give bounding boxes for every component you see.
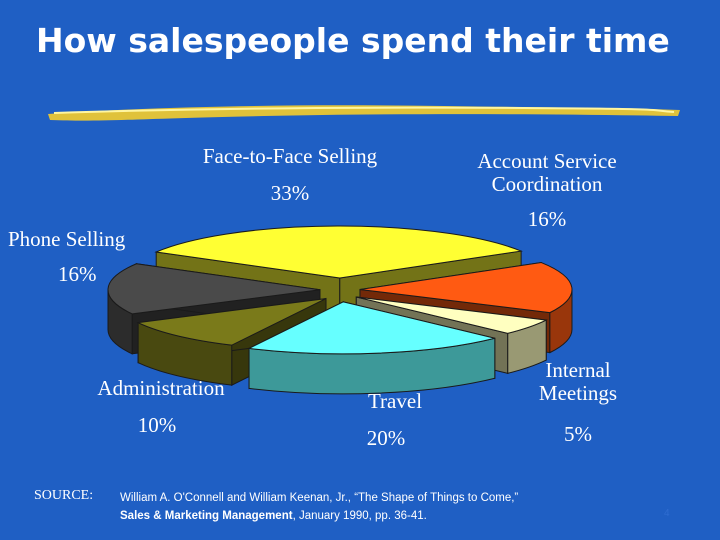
slice-value-travel: 20% bbox=[366, 426, 406, 450]
slice-value-account-service: 16% bbox=[527, 207, 567, 231]
page-number: 4 bbox=[664, 508, 670, 519]
source-citation: William A. O'Connell and William Keenan,… bbox=[120, 489, 640, 525]
source-label: SOURCE: bbox=[34, 488, 94, 503]
source-publication: Sales & Marketing Management bbox=[120, 510, 293, 522]
slice-label-account-service: Account Service Coordination bbox=[477, 149, 617, 196]
slice-value-administration: 10% bbox=[137, 413, 177, 437]
label-administration: Administration 10% bbox=[76, 377, 246, 437]
slice-value-internal-meetings: 5% bbox=[564, 422, 592, 446]
label-phone-selling: Phone Selling 16% bbox=[8, 228, 168, 286]
slice-value-face-to-face: 33% bbox=[270, 181, 310, 205]
label-account-service: Account Service Coordination 16% bbox=[462, 150, 632, 231]
slice-top-face bbox=[107, 263, 321, 315]
source-line-1: William A. O'Connell and William Keenan,… bbox=[120, 492, 519, 504]
source-line-2: Sales & Marketing Management, January 19… bbox=[120, 507, 640, 525]
slice-top-face bbox=[154, 225, 524, 279]
slice-label-travel: Travel bbox=[367, 389, 423, 413]
slice-label-face-to-face: Face-to-Face Selling bbox=[202, 144, 378, 168]
title-underline-brushstroke bbox=[48, 105, 680, 121]
slice-label-administration: Administration bbox=[97, 376, 225, 400]
source-details: , January 1990, pp. 36-41. bbox=[292, 510, 427, 522]
slice-label-phone-selling: Phone Selling bbox=[8, 227, 126, 251]
slice-top-face bbox=[359, 262, 573, 314]
label-travel: Travel 20% bbox=[340, 390, 450, 450]
slice-label-internal-meetings: Internal Meetings bbox=[538, 358, 618, 405]
slice-top-face bbox=[356, 296, 548, 334]
label-internal-meetings: Internal Meetings 5% bbox=[518, 359, 638, 446]
slice-value-phone-selling: 16% bbox=[58, 262, 97, 286]
pie-slice-travel bbox=[247, 301, 496, 395]
label-face-to-face: Face-to-Face Selling 33% bbox=[180, 145, 400, 205]
slice-top-face bbox=[247, 301, 495, 355]
slice-top-face bbox=[136, 298, 327, 346]
slide-title: How salespeople spend their time bbox=[36, 21, 670, 60]
